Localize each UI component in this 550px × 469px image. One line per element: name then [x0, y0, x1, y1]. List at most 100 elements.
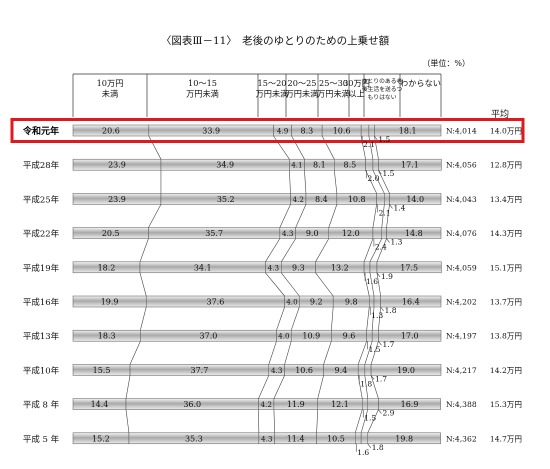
connector-line [378, 170, 390, 194]
highlight-frame [10, 118, 525, 143]
data-label: 8.3 [300, 127, 313, 136]
data-label: 10.6 [295, 366, 313, 375]
row-n: N:4,202 [446, 298, 477, 307]
data-label: 10.9 [302, 332, 320, 341]
row-average: 15.1万円 [490, 263, 522, 272]
connector-line [139, 238, 149, 262]
data-label: 9.3 [292, 263, 305, 272]
data-label: 9.8 [345, 298, 358, 307]
bar-segment [373, 295, 381, 308]
connector-line [372, 204, 377, 228]
connector-line [368, 135, 374, 160]
bar-segment [355, 432, 362, 445]
category-header-line: もりはない [368, 94, 397, 101]
row-average: 14.2万円 [490, 366, 522, 375]
row-n: N:4,059 [446, 263, 477, 272]
connector-line [371, 306, 375, 331]
category-header: 10万円未満 [97, 78, 124, 99]
connector-line [321, 135, 335, 160]
data-label: 4.3 [282, 229, 294, 238]
connector-line [376, 238, 387, 262]
data-label: 8.4 [315, 195, 328, 204]
row-average: 15.3万円 [490, 400, 522, 409]
bar-segment [376, 261, 442, 274]
category-header: 15～20 万円未満 [256, 78, 289, 99]
connector-line [268, 341, 277, 365]
row-n: N:4,076 [446, 229, 477, 238]
data-label: 23.9 [108, 161, 126, 170]
bar-segment [381, 227, 387, 239]
category-header-line: 10～15 [188, 78, 217, 88]
data-label: 15.2 [92, 434, 110, 443]
row-average: 14.3万円 [490, 229, 522, 238]
data-label: 37.0 [200, 332, 218, 341]
connector-line [273, 409, 275, 433]
row-label: 平成22年 [23, 229, 60, 240]
connector-line [357, 375, 363, 399]
connector-line [328, 204, 338, 228]
data-label: 2.1 [363, 140, 375, 149]
bar-segment [384, 193, 390, 205]
data-label: 1.7 [382, 340, 394, 349]
data-label: 10.5 [327, 434, 345, 443]
data-label: 1.7 [375, 374, 387, 383]
connector-line [295, 204, 307, 228]
data-label: 1.3 [391, 238, 403, 247]
connector-line [290, 306, 300, 331]
data-label: 1.8 [385, 306, 397, 315]
connector-line [140, 306, 147, 331]
label-leader [370, 375, 375, 380]
data-label: 19.8 [395, 434, 413, 443]
data-label: 19.0 [397, 366, 415, 375]
row-n: N:4,056 [446, 161, 477, 170]
data-label: 4.3 [268, 263, 280, 272]
row-label: 平成19年 [23, 263, 60, 274]
bar-segment [367, 432, 441, 445]
connector-line [276, 306, 285, 331]
connector-line [284, 341, 292, 365]
bar-segment [367, 398, 379, 410]
bar-segment [374, 124, 442, 137]
connector-line [273, 375, 285, 399]
data-label: 15.5 [93, 366, 111, 375]
data-label: 4.3 [271, 366, 283, 375]
data-label: 9.4 [335, 366, 348, 375]
data-label: 16.9 [401, 400, 419, 409]
data-label: 4.0 [278, 332, 290, 341]
category-header: 10～15 万円未満 [186, 78, 219, 99]
data-label: 1.8 [360, 379, 372, 388]
data-label: 1.5 [369, 345, 381, 354]
connector-line [265, 272, 285, 297]
data-label: 18.2 [98, 263, 116, 272]
data-label: 1.6 [366, 277, 378, 286]
row-label: 令和元年 [22, 125, 59, 137]
data-label: 19.9 [101, 298, 119, 307]
data-label: 34.9 [216, 161, 234, 170]
data-label: 35.3 [185, 434, 203, 443]
connector-line [315, 238, 330, 262]
bar-segment [378, 329, 442, 342]
category-header-line: 万円未満 [256, 89, 289, 99]
label-leader [389, 204, 393, 209]
connector-line [367, 409, 379, 433]
connector-lines [125, 135, 390, 433]
bar-segment [372, 227, 383, 239]
connector-line [364, 341, 373, 365]
connector-line [315, 272, 334, 297]
bar-segment [363, 261, 371, 274]
data-label: 8.1 [313, 161, 326, 170]
row-average: 13.8万円 [490, 332, 522, 341]
row-n: N:4,043 [446, 195, 477, 204]
row-3: 平成22年 20.5 35.7 4.3 9.0 12.0 2.4 1.314.8 N:4,076… [23, 227, 522, 252]
data-label: 20.6 [102, 127, 120, 136]
row-label: 平成10年 [23, 365, 60, 376]
connector-line [331, 306, 334, 331]
connector-line [316, 409, 319, 433]
data-label: 37.6 [207, 298, 225, 307]
bar-segment [369, 261, 378, 274]
connector-line [129, 341, 141, 365]
label-leader [374, 135, 378, 141]
bar-segment [380, 295, 442, 308]
row-label: 平成25年 [23, 194, 60, 205]
data-label: 17.0 [401, 332, 419, 341]
